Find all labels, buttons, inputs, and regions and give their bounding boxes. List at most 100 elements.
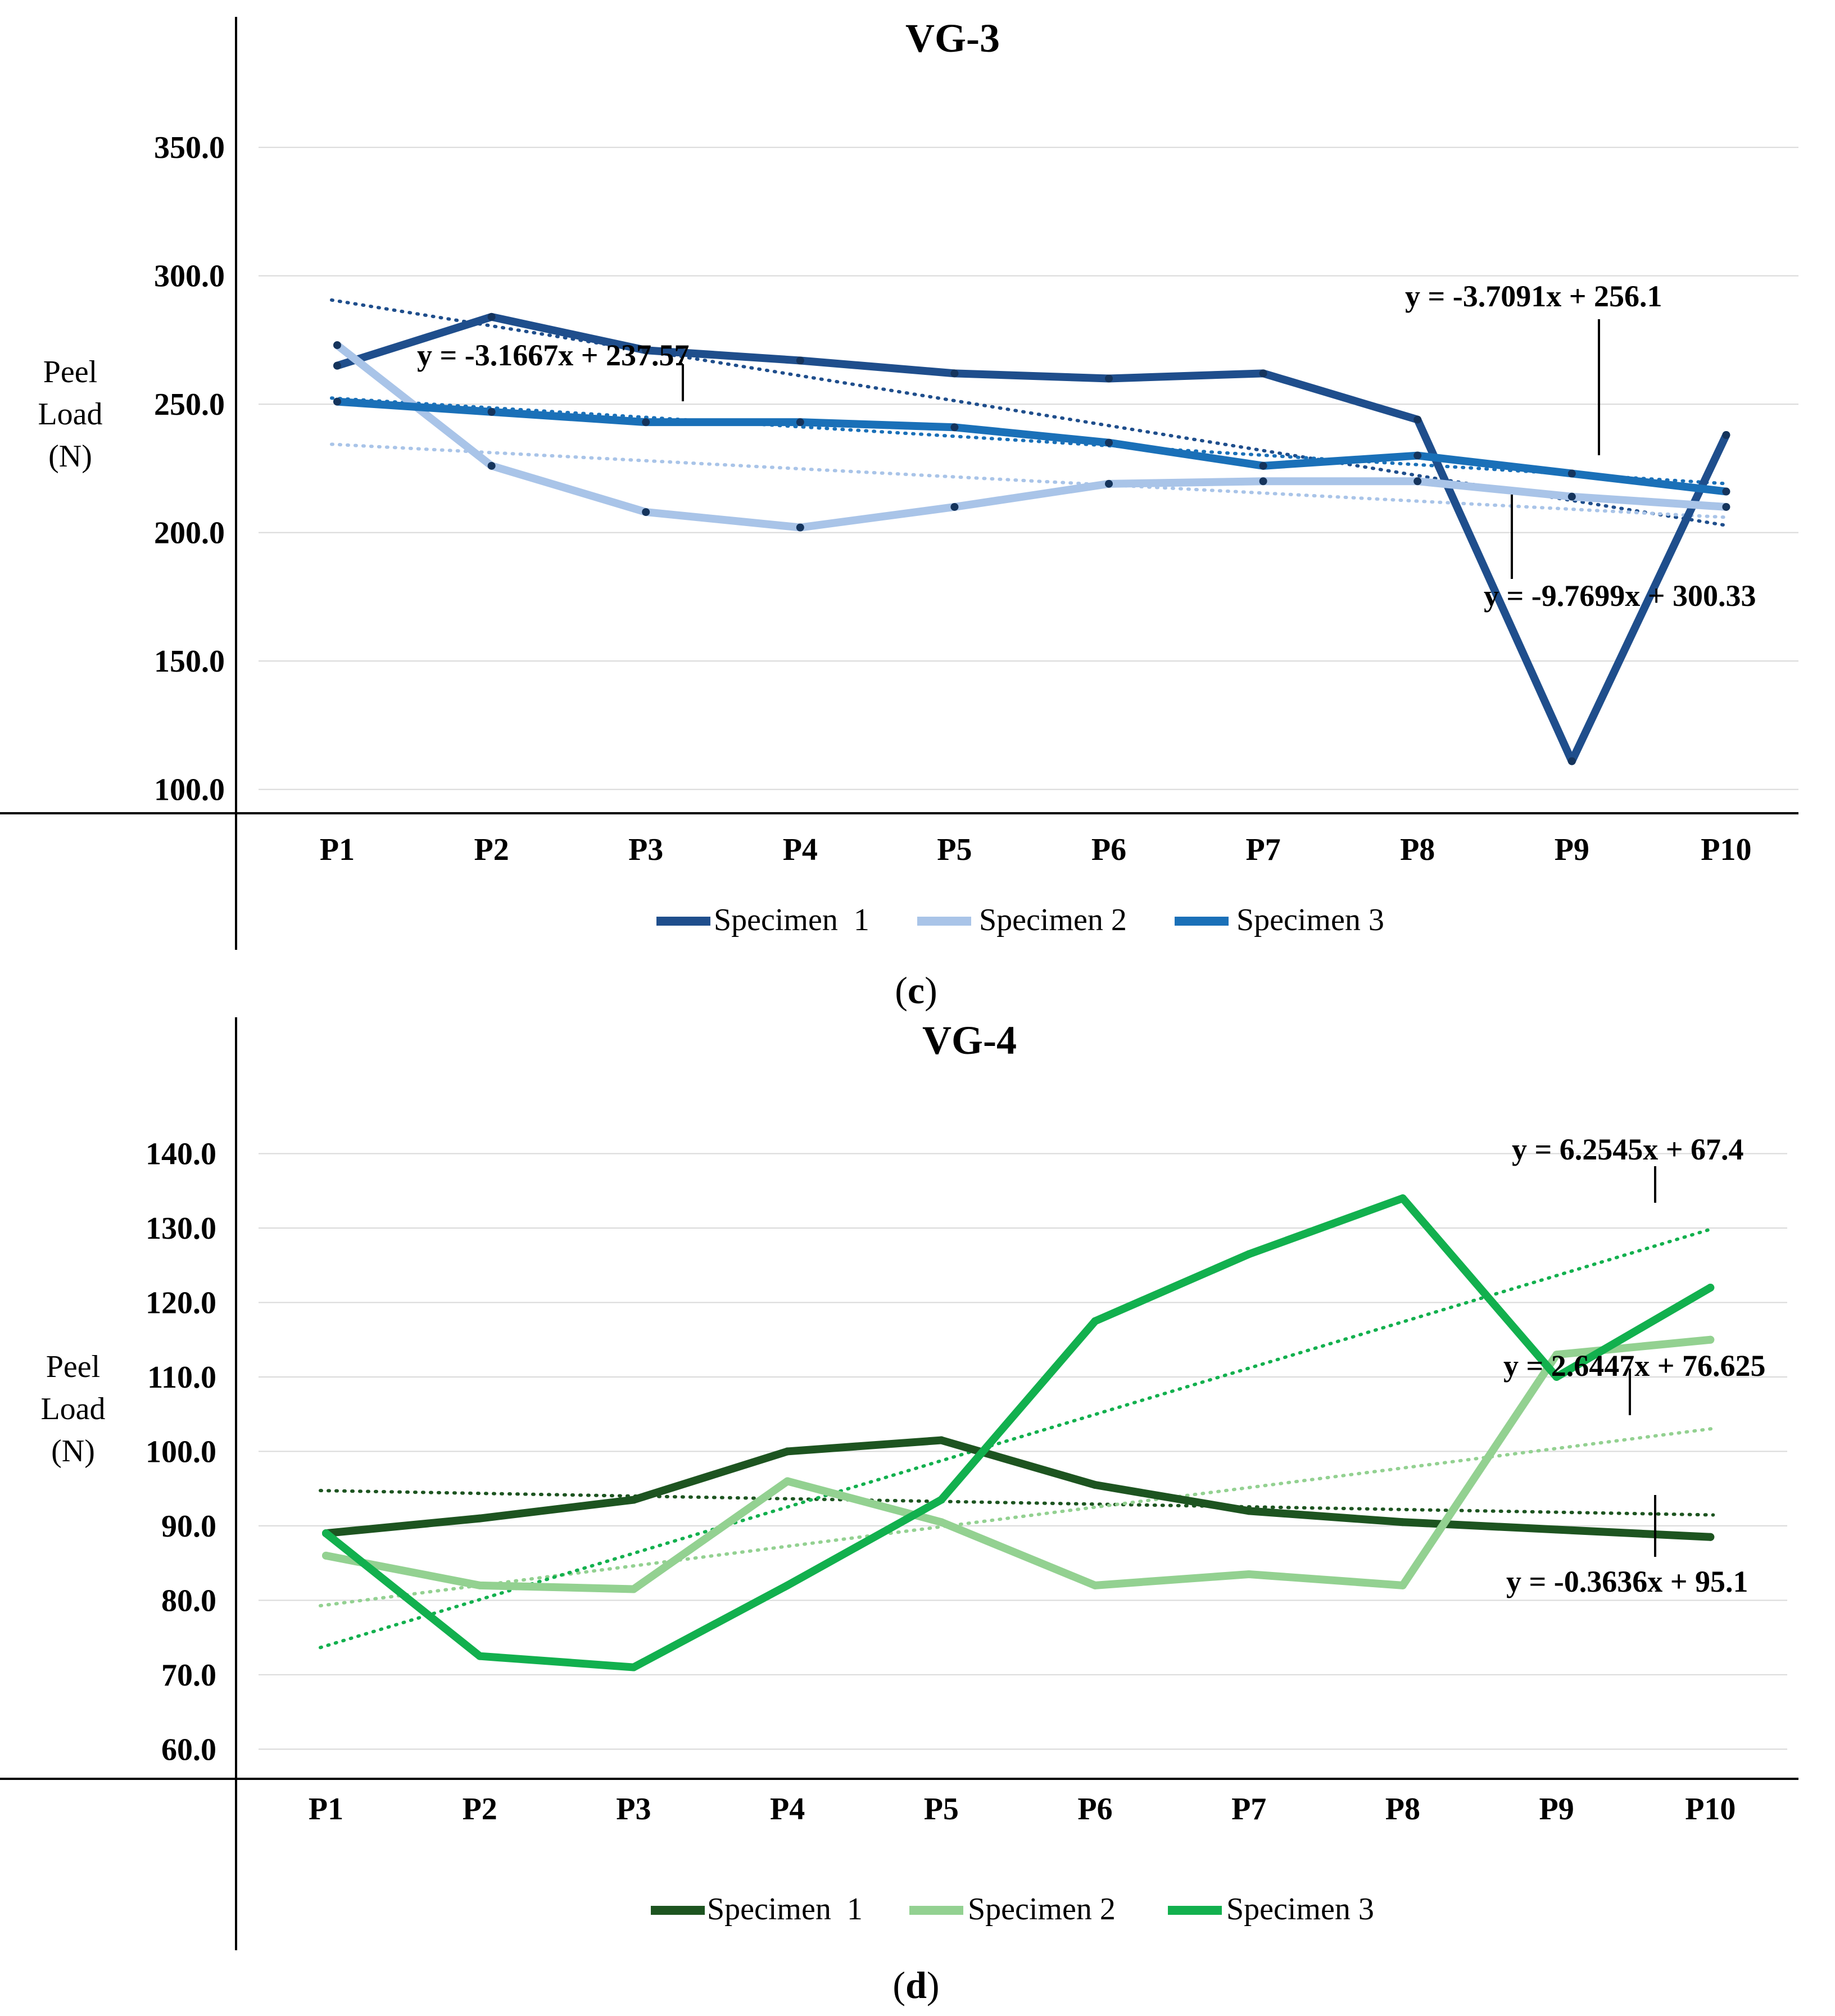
y-tick-label: 80.0	[161, 1583, 216, 1618]
series-1-point	[1722, 431, 1730, 440]
trendline-series-3	[330, 396, 1731, 486]
x-tick-label: P7	[1231, 1792, 1266, 1827]
figure-caption: (c)	[895, 969, 937, 1012]
series-1-point	[1706, 1533, 1715, 1541]
trend-equation-series-2: y = -3.1667x + 237.57	[417, 338, 690, 372]
series-2-point	[1706, 1335, 1715, 1344]
chart-title: VG-4	[922, 1018, 1017, 1063]
series-3-point	[1552, 1372, 1561, 1381]
series-1-point	[1567, 757, 1576, 765]
x-tick-label: P5	[924, 1792, 959, 1827]
series-1-line	[322, 1436, 1715, 1541]
x-tick-label: P1	[309, 1792, 343, 1827]
chart-title: VG-3	[905, 16, 1000, 61]
y-tick-label: 100.0	[154, 773, 225, 808]
series-3-line	[322, 1194, 1715, 1671]
series-1-point	[1413, 415, 1422, 424]
series-2-point	[475, 1581, 484, 1589]
x-tick-label: P8	[1385, 1792, 1420, 1827]
x-tick-label: P1	[320, 832, 355, 867]
series-1-point	[1259, 369, 1267, 378]
series-2-point	[783, 1477, 792, 1485]
series-2-point	[1567, 492, 1576, 501]
series-2-point	[1105, 479, 1113, 488]
series-3-point	[1105, 438, 1113, 447]
x-tick-label: P6	[1091, 832, 1126, 867]
series-3-point	[642, 418, 650, 427]
series-3-point	[475, 1652, 484, 1660]
series-2-point	[937, 1518, 945, 1526]
x-tick-label: P10	[1685, 1792, 1736, 1827]
legend-label-series-2: Specimen 2	[979, 903, 1127, 937]
series-3-point	[1413, 451, 1422, 460]
x-tick-label: P9	[1555, 832, 1589, 867]
y-tick-label: 350.0	[154, 130, 225, 165]
series-3-point	[322, 1529, 330, 1538]
series-2-point	[1413, 477, 1422, 486]
series-2-point	[629, 1585, 638, 1593]
caption-paren: )	[927, 1964, 940, 2006]
series-1-point	[1245, 1507, 1253, 1515]
series-3-point	[796, 418, 804, 427]
series-3-point	[783, 1581, 792, 1589]
legend-label-series-2: Specimen 2	[968, 1892, 1116, 1927]
trend-equation-series-3: y = 6.2545x + 67.4	[1512, 1132, 1744, 1166]
series-2-point	[642, 508, 650, 517]
y-tick-label: 120.0	[146, 1286, 216, 1321]
y-tick-label: 110.0	[147, 1360, 216, 1395]
y-tick-label: 250.0	[154, 387, 225, 422]
caption-paren: (	[895, 969, 908, 1012]
series-3-point	[937, 1496, 945, 1504]
series-2-point	[1398, 1581, 1407, 1589]
x-tick-label: P10	[1701, 832, 1751, 867]
x-tick-label: P4	[770, 1792, 805, 1827]
series-2-point	[1722, 502, 1730, 511]
series-2-point	[950, 502, 959, 511]
x-tick-label: P8	[1400, 832, 1435, 867]
legend-label-series-1: Specimen 1	[714, 903, 869, 937]
y-tick-label: 90.0	[161, 1509, 216, 1544]
series-1-point	[1552, 1525, 1561, 1534]
series-3-point	[1245, 1250, 1253, 1258]
series-3-point	[333, 397, 341, 406]
x-tick-label: P2	[474, 832, 509, 867]
figure-caption: (d)	[892, 1964, 939, 2006]
series-2-point	[1245, 1570, 1253, 1578]
trendline-series-3	[319, 1226, 1715, 1650]
trend-equation-series-2: y = 2.6447x + 76.625	[1503, 1349, 1766, 1383]
legend-label-series-1: Specimen 1	[707, 1892, 863, 1927]
series-1-point	[333, 361, 341, 370]
series-3-point	[950, 423, 959, 432]
chart-vg-4: 60.0 70.0 80.0 90.0 100.0 110.0 120.0 130.0 140.…	[0, 1017, 1798, 2006]
legend: Specimen 1 Specimen 2 Specimen 3	[651, 1892, 1374, 1927]
y-axis-label: Peel	[43, 355, 97, 389]
y-axis-label: Peel	[46, 1349, 100, 1384]
x-tick-label: P9	[1539, 1792, 1574, 1827]
series-1-point	[487, 312, 496, 321]
x-tick-label: P5	[937, 832, 972, 867]
y-axis-label: Load	[38, 397, 102, 432]
caption-paren: )	[925, 969, 937, 1012]
trendline-series-2	[330, 442, 1731, 519]
x-tick-label: P4	[783, 832, 818, 867]
x-tick-label: P3	[616, 1792, 651, 1827]
series-2-point	[333, 341, 341, 350]
series-2-line	[333, 341, 1730, 532]
series-3-line	[333, 397, 1730, 496]
series-3-point	[1259, 461, 1267, 470]
y-axis-label: Load	[40, 1392, 105, 1426]
series-3-point	[1706, 1284, 1715, 1292]
series-1-point	[796, 356, 804, 365]
x-tick-label: P7	[1245, 832, 1280, 867]
legend-label-series-3: Specimen 3	[1226, 1892, 1374, 1927]
series-1-point	[1105, 374, 1113, 383]
x-tick-label: P2	[463, 1792, 497, 1827]
y-tick-label: 150.0	[154, 644, 225, 679]
y-tick-label: 130.0	[146, 1211, 216, 1246]
series-3-point	[1567, 469, 1576, 478]
series-2-point	[487, 461, 496, 470]
series-3-point	[1091, 1317, 1099, 1325]
series-1-point	[950, 369, 959, 378]
y-axis-label: (N)	[51, 1434, 95, 1469]
series-3-point	[1398, 1194, 1407, 1203]
